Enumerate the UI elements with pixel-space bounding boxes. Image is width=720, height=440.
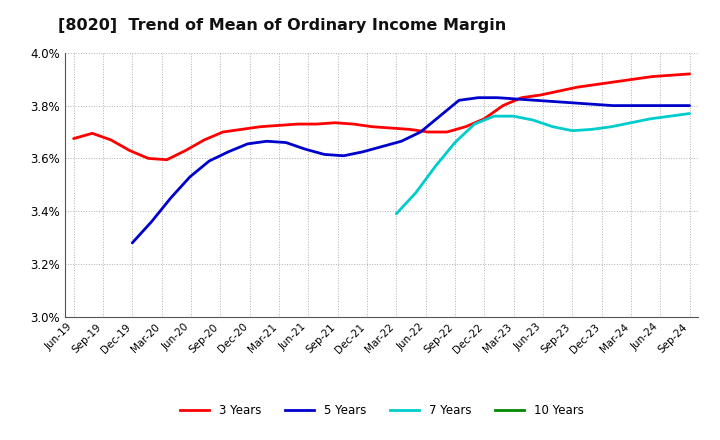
Text: [8020]  Trend of Mean of Ordinary Income Margin: [8020] Trend of Mean of Ordinary Income … xyxy=(58,18,506,33)
Legend: 3 Years, 5 Years, 7 Years, 10 Years: 3 Years, 5 Years, 7 Years, 10 Years xyxy=(175,400,588,422)
